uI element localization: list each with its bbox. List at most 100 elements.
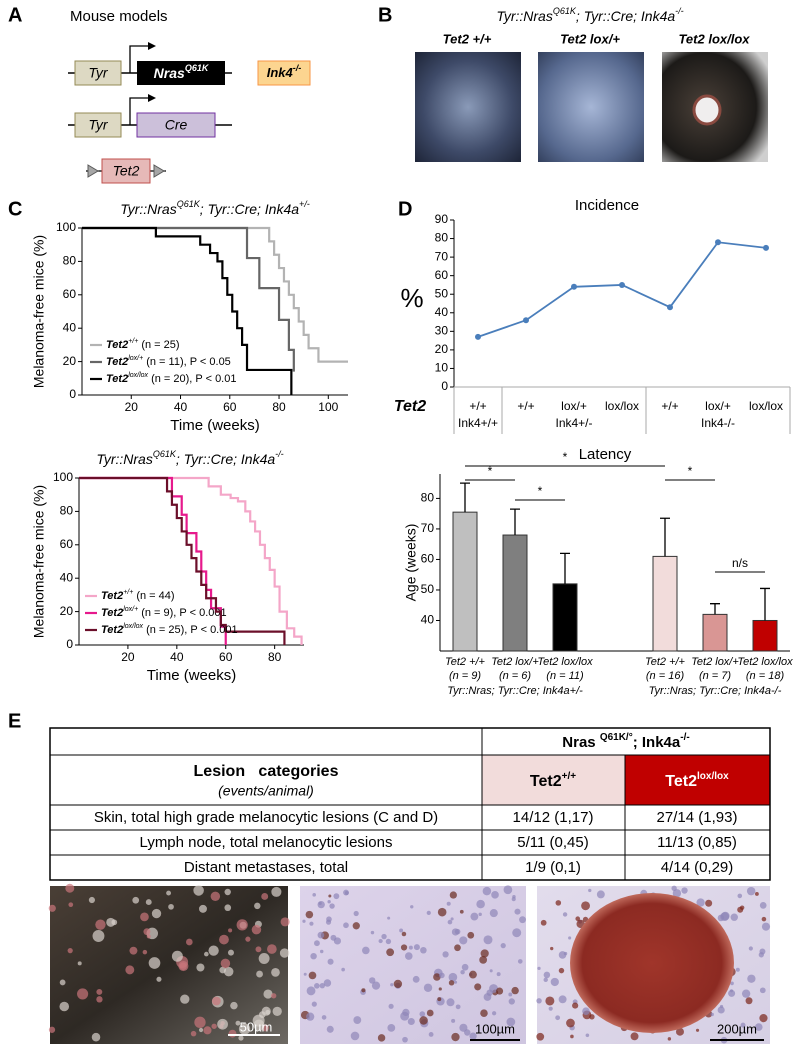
cell [582,1007,590,1015]
cell [271,886,282,897]
cell [196,963,205,972]
photo [538,52,644,162]
cell [474,983,482,991]
error-bar [510,508,520,536]
table: Nras Q61K/°; Ink4a-/- Lesion categories … [49,727,771,881]
cell [449,891,457,899]
cell [318,901,322,905]
cell [180,994,190,1004]
cell [489,909,498,918]
cell [681,887,688,894]
cell [279,948,290,958]
panel-label: A [8,4,22,26]
survival-curve [79,476,227,645]
x-axis-label: Time (weeks) [147,667,236,684]
superscript: Q61K/° [600,732,633,743]
cell [140,912,149,922]
y-axis-label: Age (weeks) [403,524,419,602]
n-label: (n = 9) [449,670,481,682]
error-bar [560,552,570,584]
cell [306,986,316,996]
superscript: -/- [293,63,302,73]
cell [190,1030,197,1037]
legend-note: (n = 9), P < 0.001 [141,607,226,619]
table-cell: 27/14 (1,93) [657,809,738,826]
cell [420,946,427,954]
tumor [692,94,722,126]
n-label: (n = 7) [699,670,731,682]
cell [302,919,306,923]
ink4-box [257,60,311,86]
cell [428,1032,434,1037]
cell [245,936,251,942]
cell [740,1022,746,1028]
panel-b-title: Tyr::NrasQ61K; Tyr::Cre; Ink4a-/- [496,6,683,23]
cell-fill [625,755,770,805]
cell [129,946,138,955]
group-label: Tyr::Nras; Tyr::Cre; Ink4a+/- [447,685,583,697]
x-tick-label: 40 [174,400,188,414]
cell [77,988,89,1000]
cell [491,891,499,899]
table-cell: 5/11 (0,45) [517,834,588,851]
cell [511,897,516,902]
text-part: Tet2 [530,773,562,790]
cell [280,917,290,927]
legend-note: (n = 25) [141,339,179,351]
cell [442,951,449,958]
cell [92,930,105,942]
significance-label: * [563,450,568,464]
cell [227,949,234,956]
cell [321,1015,327,1020]
cell [588,888,592,893]
cell [489,984,498,993]
cell [312,893,316,897]
cell [459,909,464,914]
cell [451,1018,456,1023]
cell [419,1016,428,1025]
cell [65,883,75,893]
cell [575,916,581,922]
legend-entry: Tet2lox/+ (n = 9), P < 0.001 [101,606,227,619]
legend-note: (n = 44) [136,590,174,602]
chart-title: Incidence [575,197,639,214]
bar [552,583,578,652]
cell [319,982,326,989]
y-tick-label: 50 [435,286,449,300]
arrow-head [148,42,156,50]
y-tick-label: 60 [60,537,74,551]
superscript: +/- [299,199,310,209]
cell [433,973,441,981]
cell [401,931,407,937]
cell [132,896,140,904]
cell [667,1037,672,1041]
cell [572,1002,579,1009]
cell [548,1006,553,1011]
cell [496,972,501,977]
cell [258,953,270,964]
cell [730,981,734,986]
cell [419,1011,426,1017]
cell [151,908,162,919]
cell [460,969,465,975]
point [619,281,625,288]
cell [536,1032,545,1041]
cell [48,1026,56,1033]
cell [446,901,451,906]
point [763,244,769,251]
cell [710,1012,714,1017]
x-axis-label: Tet2 [394,398,426,415]
text-part: ; Tyr::Cre; Ink4a [200,201,300,217]
point [715,239,721,246]
cell [543,971,551,979]
cell [483,935,493,945]
cell [537,966,541,971]
text-part: ; Ink4a [633,734,681,751]
error-bar [710,603,720,615]
point [667,304,673,311]
column-title: Lesion categories [194,763,339,780]
x-tick-label: +/+ [517,399,534,413]
legend-note: (n = 20), P < 0.01 [151,373,236,385]
x-tick-label: Tet2 lox/+ [491,656,539,668]
cell [758,952,764,958]
